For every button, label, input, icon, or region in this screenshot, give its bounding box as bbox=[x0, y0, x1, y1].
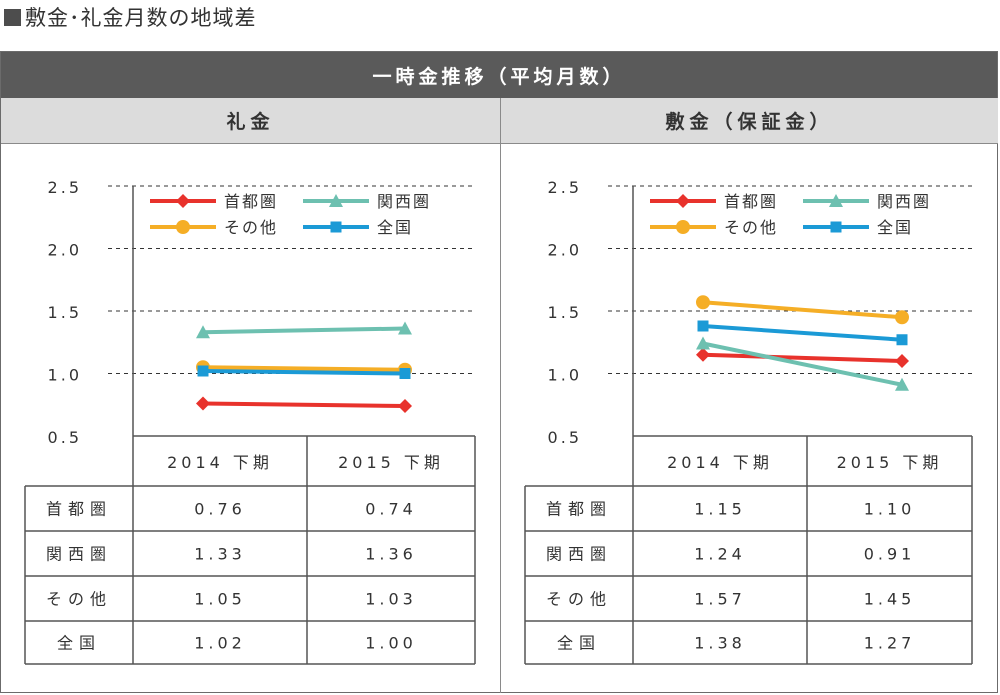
p1-series-line-shutoken bbox=[202, 401, 406, 408]
p1-data-label-sonota-1: 1.03 bbox=[365, 590, 417, 609]
page-heading: 敷金･礼金月数の地域差 bbox=[4, 2, 257, 32]
p1-series-line-kansai bbox=[202, 326, 406, 335]
p2-point-shutoken-1 bbox=[895, 354, 909, 368]
p1-data-label-zenkoku-1: 1.00 bbox=[365, 634, 417, 653]
p2-legend-label-zenkoku: 全国 bbox=[877, 218, 913, 237]
p1-y-tick-label: 1.5 bbox=[48, 303, 82, 322]
p2-data-label-kansai-0: 1.24 bbox=[694, 545, 746, 564]
p2-legend-marker-shutoken bbox=[676, 194, 690, 208]
p1-point-kansai-1 bbox=[398, 321, 412, 335]
p2-x-category-label: 2014 下期 bbox=[667, 453, 773, 472]
p2-point-zenkoku-1 bbox=[896, 334, 908, 346]
p2-y-tick-label: 1.0 bbox=[548, 366, 582, 385]
p1-point-kansai-0 bbox=[196, 325, 210, 339]
p1-legend-marker-sonota bbox=[176, 220, 190, 234]
p1-legend-marker-zenkoku bbox=[330, 221, 342, 233]
p2-data-label-kansai-1: 0.91 bbox=[864, 545, 916, 564]
p2-series-line-zenkoku bbox=[702, 324, 903, 342]
p2-row-label-kansai: 関西圏 bbox=[546, 545, 612, 564]
p2-series-line-kansai bbox=[702, 341, 903, 387]
banner-title: 一時金推移（平均月数） bbox=[1, 52, 997, 98]
p1-y-tick-label: 0.5 bbox=[48, 428, 82, 447]
p2-series-line-sonota bbox=[702, 300, 903, 320]
p1-legend-label-kansai: 関西圏 bbox=[377, 192, 431, 211]
p2-row-label-sonota: その他 bbox=[546, 590, 612, 609]
p1-point-shutoken-1 bbox=[398, 399, 412, 413]
p1-point-shutoken-0 bbox=[196, 396, 210, 411]
p1-legend-label-zenkoku: 全国 bbox=[377, 218, 413, 237]
p2-point-shutoken-0 bbox=[696, 347, 710, 362]
p2-point-sonota-1 bbox=[895, 310, 909, 325]
p1-data-label-shutoken-1: 0.74 bbox=[365, 500, 417, 519]
p2-data-label-zenkoku-0: 1.38 bbox=[694, 634, 746, 653]
p1-row-label-sonota: その他 bbox=[46, 590, 112, 609]
p1-y-tick-label: 2.0 bbox=[48, 241, 82, 260]
p2-y-tick-label: 2.5 bbox=[548, 178, 582, 197]
p1-row-label-shutoken: 首都圏 bbox=[46, 500, 112, 519]
p1-row-label-kansai: 関西圏 bbox=[46, 545, 112, 564]
p1-point-zenkoku-1 bbox=[399, 368, 411, 379]
p1-legend-label-sonota: その他 bbox=[224, 218, 278, 237]
p1-data-label-sonota-0: 1.05 bbox=[194, 590, 246, 609]
p2-series-line-shutoken bbox=[702, 352, 903, 363]
page-title: 敷金･礼金月数の地域差 bbox=[25, 6, 257, 30]
p2-legend-label-kansai: 関西圏 bbox=[877, 192, 931, 211]
p2-data-label-shutoken-1: 1.10 bbox=[864, 500, 916, 519]
p2-row-label-zenkoku: 全国 bbox=[557, 634, 601, 653]
p1-y-tick-label: 2.5 bbox=[48, 178, 82, 197]
p1-data-label-kansai-1: 1.36 bbox=[365, 545, 417, 564]
p1-data-label-shutoken-0: 0.76 bbox=[194, 500, 246, 519]
p2-point-sonota-0 bbox=[696, 295, 710, 310]
p1-y-tick-label: 1.0 bbox=[48, 366, 82, 385]
p1-x-category-label: 2015 下期 bbox=[338, 453, 444, 472]
p2-point-kansai-1 bbox=[895, 377, 909, 391]
p2-data-label-sonota-1: 1.45 bbox=[864, 590, 916, 609]
p2-point-kansai-0 bbox=[696, 336, 710, 350]
p1-legend-label-shutoken: 首都圏 bbox=[224, 192, 278, 211]
panel-title-reikin: 礼金 bbox=[1, 98, 500, 144]
p2-legend-marker-kansai bbox=[829, 194, 843, 207]
p1-data-label-kansai-0: 1.33 bbox=[194, 545, 246, 564]
p2-data-label-shutoken-0: 1.15 bbox=[694, 500, 746, 519]
p2-legend-label-sonota: その他 bbox=[724, 218, 778, 237]
p1-point-zenkoku-0 bbox=[197, 365, 209, 377]
p2-legend-marker-zenkoku bbox=[830, 221, 842, 233]
p1-legend-marker-kansai bbox=[329, 194, 343, 207]
p1-data-label-zenkoku-0: 1.02 bbox=[194, 634, 246, 653]
chart-frame: 一時金推移（平均月数） 礼金 敷金（保証金） bbox=[0, 51, 998, 693]
panel-divider bbox=[500, 98, 501, 693]
p2-y-tick-label: 1.5 bbox=[548, 303, 582, 322]
panel-title-shikikin: 敷金（保証金） bbox=[501, 98, 998, 144]
p2-data-label-zenkoku-1: 1.27 bbox=[864, 634, 916, 653]
p1-series-line-zenkoku bbox=[202, 369, 406, 376]
p2-legend-marker-sonota bbox=[676, 220, 690, 234]
p2-legend-label-shutoken: 首都圏 bbox=[724, 192, 778, 211]
p2-data-label-sonota-0: 1.57 bbox=[694, 590, 746, 609]
p2-row-label-shutoken: 首都圏 bbox=[546, 500, 612, 519]
p1-legend-marker-shutoken bbox=[176, 194, 190, 208]
p1-series-line-sonota bbox=[202, 365, 406, 372]
p2-y-tick-label: 0.5 bbox=[548, 428, 582, 447]
p1-row-label-zenkoku: 全国 bbox=[57, 634, 101, 653]
heading-square-icon bbox=[4, 8, 21, 26]
p2-point-zenkoku-0 bbox=[697, 320, 709, 332]
p2-y-tick-label: 2.0 bbox=[548, 241, 582, 260]
p1-x-category-label: 2014 下期 bbox=[167, 453, 273, 472]
p2-x-category-label: 2015 下期 bbox=[837, 453, 943, 472]
